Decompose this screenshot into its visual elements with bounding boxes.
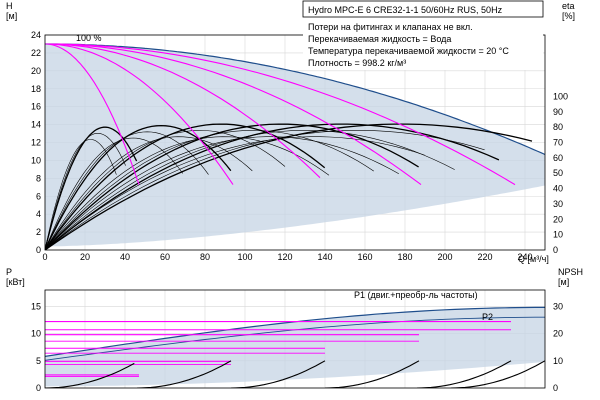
bottom-y-tick-label: 15 (31, 301, 41, 311)
top-x-tick-label: 180 (397, 252, 412, 262)
top-x-tick-label: 240 (517, 252, 532, 262)
top-y-tick-label: 4 (36, 209, 41, 219)
bottom-y-tick-label: 10 (31, 329, 41, 339)
top-operating-band (45, 43, 545, 247)
eta-curve-5-1 (45, 130, 455, 250)
eta-curve-3-0 (45, 123, 326, 250)
top-eta-tick-label: 80 (553, 122, 563, 132)
note-temperature: Температура перекачиваемой жидкости = 20… (308, 46, 509, 56)
top-y-tick-label: 2 (36, 227, 41, 237)
top-y-tick-label: 20 (31, 66, 41, 76)
top-x-tick-label: 40 (120, 252, 130, 262)
top-x-title: Q [м³/ч] (518, 254, 549, 264)
top-y-tick-label: 18 (31, 84, 41, 94)
bottom-npsh-tick-label: 10 (553, 356, 563, 366)
top-eta-tick-label: 60 (553, 153, 563, 163)
bottom-y-title-right: NPSH [м] (558, 267, 583, 287)
top-y-tick-label: 24 (31, 30, 41, 40)
eta-curve-5-0 (45, 123, 500, 250)
bottom-y-tick-label: 5 (36, 356, 41, 366)
top-envelope-curve (45, 43, 545, 156)
npsh-curve-6 (450, 360, 545, 388)
bottom-npsh-tick-label: 0 (553, 383, 558, 393)
top-y-tick-label: 10 (31, 155, 41, 165)
header-box: Hydro MPC-E 6 CRE32-1-1 50/60Hz RUS, 50H… (302, 0, 544, 18)
eta-curve-2-1 (45, 131, 209, 250)
top-eta-tick-label: 40 (553, 184, 563, 194)
head-curve-1-pumps (45, 43, 140, 185)
note-liquid: Перекачиваемая жидкость = Вода (308, 34, 451, 44)
bottom-y-tick-label: 0 (36, 383, 41, 393)
bottom-power-curves (45, 321, 545, 388)
top-y-title-right: eta [%] (562, 1, 575, 21)
notes-box: Потери на фитингах и клапанах не вкл. Пе… (303, 18, 543, 70)
top-eta-tick-label: 0 (553, 245, 558, 255)
bottom-band-area (45, 307, 545, 387)
npsh-curve-3 (230, 360, 326, 388)
top-y-tick-label: 6 (36, 191, 41, 201)
npsh-curve-5 (416, 360, 512, 388)
top-x-tick-label: 120 (277, 252, 292, 262)
eta-curve-2-2 (45, 137, 183, 250)
notes-background (303, 18, 543, 70)
eta-curve-5-2 (45, 136, 399, 250)
top-x-tick-label: 140 (317, 252, 332, 262)
top-y-tick-label: 0 (36, 245, 41, 255)
npsh-curve-1 (45, 362, 135, 388)
head-curve-4-pumps (45, 43, 422, 186)
top-y-tick-label: 12 (31, 138, 41, 148)
head-curve-3-pumps (45, 43, 321, 179)
top-eta-tick-label: 70 (553, 138, 563, 148)
top-x-tick-label: 20 (80, 252, 90, 262)
top-eta-tick-label: 20 (553, 214, 563, 224)
head-curve-2-pumps (45, 43, 234, 185)
annotation-100-percent: 100 % (76, 33, 102, 43)
top-eta-tick-label: 30 (553, 199, 563, 209)
bottom-y-title-left: P [кВт] (6, 267, 25, 287)
top-eta-tick-label: 90 (553, 107, 563, 117)
eta-curve-4-0 (45, 123, 419, 250)
eta-curve-4-2 (45, 136, 330, 250)
top-y-title-left: H [м] (6, 1, 17, 21)
top-y-tick-label: 16 (31, 102, 41, 112)
top-efficiency-curves (45, 123, 533, 250)
header-title: Hydro MPC-E 6 CRE32-1-1 50/60Hz RUS, 50H… (308, 5, 503, 15)
npsh-curve-4 (324, 360, 420, 388)
top-axes: 0 20 40 60 80 100 120 140 160 180 200 220 2400246810… (31, 30, 568, 262)
top-eta-tick-label: 50 (553, 168, 563, 178)
bottom-npsh-tick-label: 20 (553, 329, 563, 339)
top-eta-tick-label: 10 (553, 230, 563, 240)
note-density: Плотность = 998.2 кг/м³ (308, 58, 406, 68)
bottom-npsh-tick-label: 30 (553, 301, 563, 311)
head-curve-5-pumps (45, 43, 516, 186)
top-eta-tick-label: 100 (553, 91, 568, 101)
p1-label: P1 (двиг.+преобр-ль частоты) (354, 290, 478, 300)
p2-label: P2 (482, 312, 493, 322)
top-x-tick-label: 100 (237, 252, 252, 262)
top-x-tick-label: 160 (357, 252, 372, 262)
eta-curve-6-1 (45, 130, 485, 250)
top-head-curves (45, 43, 516, 186)
eta-curve-3-1 (45, 130, 286, 250)
top-y-tick-label: 8 (36, 173, 41, 183)
header-frame (302, 0, 544, 18)
top-x-tick-label: 0 (42, 252, 47, 262)
top-x-tick-label: 80 (200, 252, 210, 262)
top-band-area (45, 44, 545, 247)
top-frame (44, 34, 546, 251)
top-y-tick-label: 22 (31, 48, 41, 58)
eta-curve-4-1 (45, 130, 374, 250)
eta-curve-6-0 (45, 123, 533, 250)
npsh-curve-2 (136, 360, 232, 388)
bottom-frame (44, 289, 546, 389)
top-x-tick-label: 200 (437, 252, 452, 262)
top-x-tick-label: 220 (477, 252, 492, 262)
top-y-tick-label: 14 (31, 120, 41, 130)
top-x-tick-label: 60 (160, 252, 170, 262)
eta-curve-6-2 (45, 136, 425, 250)
bottom-axes: 0 5 10 15 0 10 20 30 (31, 289, 563, 393)
note-fittings: Потери на фитингах и клапанах не вкл. (308, 22, 473, 32)
eta-curve-1-1 (45, 133, 126, 250)
